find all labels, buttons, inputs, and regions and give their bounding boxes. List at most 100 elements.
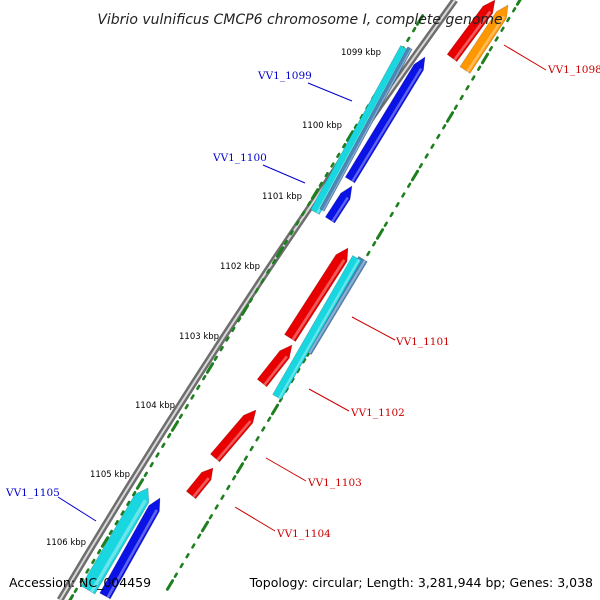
gene-vv1-1104-shade: [192, 477, 210, 498]
ruler-tick: [307, 200, 312, 207]
accession-text: Accession: NC_004459: [9, 575, 151, 590]
gene-label-vv1-1098: VV1_1098: [547, 64, 600, 76]
gene-label-vv1-1102: VV1_1102: [350, 407, 405, 419]
ruler-tick: [185, 553, 190, 559]
topology-text: Topology: circular; Length: 3,281,944 bp…: [249, 575, 593, 590]
gene-label-vv1-1105: VV1_1105: [5, 487, 60, 499]
leader-line: [307, 82, 353, 102]
gene-vv1-1104: [185, 467, 214, 500]
leader-line: [351, 316, 396, 341]
gene-vv1-1099: [344, 56, 426, 184]
ruler-tick: [205, 362, 215, 374]
ruler-tick: [266, 268, 271, 275]
genome-backbone-highlight: [59, 0, 456, 600]
gene-steel-1099-shade: [322, 48, 412, 211]
gene-vv1-1100-shade: [331, 196, 349, 223]
ruler-tick: [191, 543, 196, 549]
ruler-tick: [254, 287, 259, 294]
ruler-tracks: [68, 0, 522, 600]
ruler-tick: [272, 258, 277, 265]
gene-vv1-1098-red-shade: [453, 10, 492, 61]
ruler-tick: [190, 394, 195, 400]
ruler-tick: [296, 367, 301, 374]
kbp-label: 1100 kbp: [302, 121, 342, 131]
gene-label-vv1-1101: VV1_1101: [395, 336, 450, 348]
ruler-tick: [290, 377, 295, 383]
ruler-tick: [336, 152, 341, 159]
gene-vv1-1105-shade: [89, 499, 147, 593]
leader-line: [234, 506, 276, 532]
gene-vv1-1099-shade: [351, 68, 423, 183]
gene-vv1-1101: [272, 255, 362, 400]
ruler-tick: [249, 445, 254, 452]
ruler-tick: [219, 345, 224, 352]
ruler-tick: [459, 94, 464, 101]
leader-line: [57, 496, 97, 522]
ruler-tick: [255, 436, 260, 442]
ruler-tick: [267, 416, 272, 422]
gene-vv1-1103-shade: [216, 420, 252, 461]
ruler-tick: [406, 36, 411, 43]
gene-label-vv1-1099: VV1_1099: [257, 70, 312, 82]
kbp-labels: 1099 kbp 1100 kbp 1101 kbp 1102 kbp 1103…: [46, 48, 381, 548]
ruler-tick: [389, 211, 394, 218]
ruler-tick: [301, 210, 306, 217]
ruler-tick: [237, 316, 242, 323]
ruler-tick: [165, 579, 175, 591]
ruler-tick: [100, 536, 110, 548]
ruler-tick: [353, 123, 358, 130]
ruler-tick: [108, 529, 113, 536]
kbp-label: 1104 kbp: [135, 401, 175, 411]
ruler-tick: [324, 171, 329, 178]
ruler-tick: [235, 462, 245, 474]
gene-vv1-1103: [210, 409, 257, 463]
ruler-tick: [97, 548, 102, 555]
leader-line: [265, 457, 307, 482]
ruler-tick: [383, 221, 388, 227]
genome-backbone: [56, 0, 458, 600]
gene-vv1-1101-red: [284, 247, 349, 342]
kbp-label: 1106 kbp: [46, 538, 86, 548]
gene-vv1-1101-red-shade: [291, 259, 346, 341]
gene-vv1-1098-shade: [466, 15, 505, 73]
ruler-tick: [226, 484, 231, 491]
kbp-label: 1101 kbp: [262, 192, 302, 202]
ruler-tick: [494, 36, 499, 42]
ruler-tick: [68, 594, 75, 600]
ruler-tick: [167, 432, 172, 439]
gene-vv1-1102: [256, 344, 293, 388]
ruler-tick: [310, 188, 320, 200]
ruler-tick: [295, 220, 300, 226]
gene-vv1-1105-blue: [99, 497, 161, 600]
ruler-tick: [302, 358, 307, 364]
gene-features: [80, 0, 509, 600]
ruler-tick: [184, 403, 189, 410]
ruler-tick: [155, 452, 160, 458]
leader-line: [503, 44, 547, 71]
ruler-tick: [477, 65, 482, 71]
ruler-tick: [91, 558, 96, 565]
ruler-tick: [173, 572, 178, 578]
ruler-tick: [395, 202, 400, 208]
ruler-tick: [231, 326, 236, 333]
ruler-tick: [143, 471, 148, 478]
ruler-tick: [243, 455, 248, 461]
ruler-tick: [415, 14, 425, 26]
kbp-label: 1103 kbp: [179, 332, 219, 342]
ruler-tick: [345, 130, 355, 142]
ruler-tick: [220, 494, 225, 500]
kbp-label: 1102 kbp: [220, 262, 260, 272]
ruler-tick: [418, 163, 423, 169]
ruler-tick: [480, 52, 490, 65]
ruler-tick: [366, 250, 371, 257]
leader-line: [308, 388, 350, 412]
ruler-tick: [126, 500, 131, 507]
ruler-tick: [261, 426, 266, 432]
gene-vv1-1105-blue-shade: [106, 509, 158, 599]
ruler-tick: [178, 413, 183, 420]
ruler-tick: [196, 384, 201, 391]
ruler-tick: [515, 0, 522, 6]
map-title: Vibrio vulnificus CMCP6 chromosome I, co…: [97, 12, 502, 28]
ruler-tick: [430, 143, 435, 149]
ruler-tick: [471, 75, 476, 81]
